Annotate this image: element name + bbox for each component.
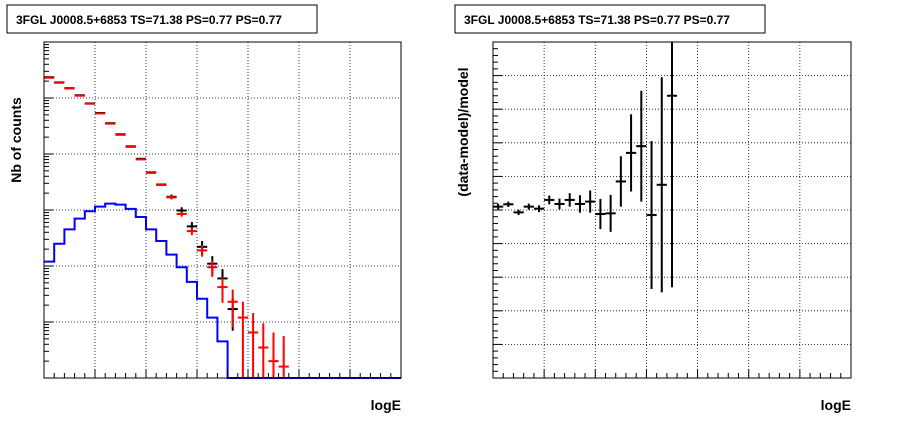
- counts-panel: 3FGL J0008.5+6853 TS=71.38 PS=0.77 PS=0.…: [6, 4, 402, 413]
- y-axis: [44, 44, 53, 379]
- grid: [44, 42, 401, 378]
- title-box: [6, 4, 318, 34]
- series-black: [44, 76, 238, 331]
- y-axis-label: Nb of counts: [8, 97, 24, 183]
- series-red: [44, 76, 289, 378]
- title-box: [454, 4, 766, 34]
- x-axis-label: logE: [371, 397, 401, 413]
- residuals-panel: 3FGL J0008.5+6853 TS=71.38 PS=0.77 PS=0.…: [454, 4, 852, 413]
- x-axis-label: logE: [821, 397, 851, 413]
- y-axis: [493, 41, 502, 379]
- grid: [493, 42, 851, 378]
- chart-title: 3FGL J0008.5+6853 TS=71.38 PS=0.77 PS=0.…: [464, 13, 730, 27]
- y-axis-label: (data-model)/model: [455, 67, 471, 196]
- x-axis: [43, 369, 402, 378]
- x-axis: [492, 369, 852, 378]
- series-residuals: [493, 42, 678, 293]
- chart-title: 3FGL J0008.5+6853 TS=71.38 PS=0.77 PS=0.…: [16, 13, 282, 27]
